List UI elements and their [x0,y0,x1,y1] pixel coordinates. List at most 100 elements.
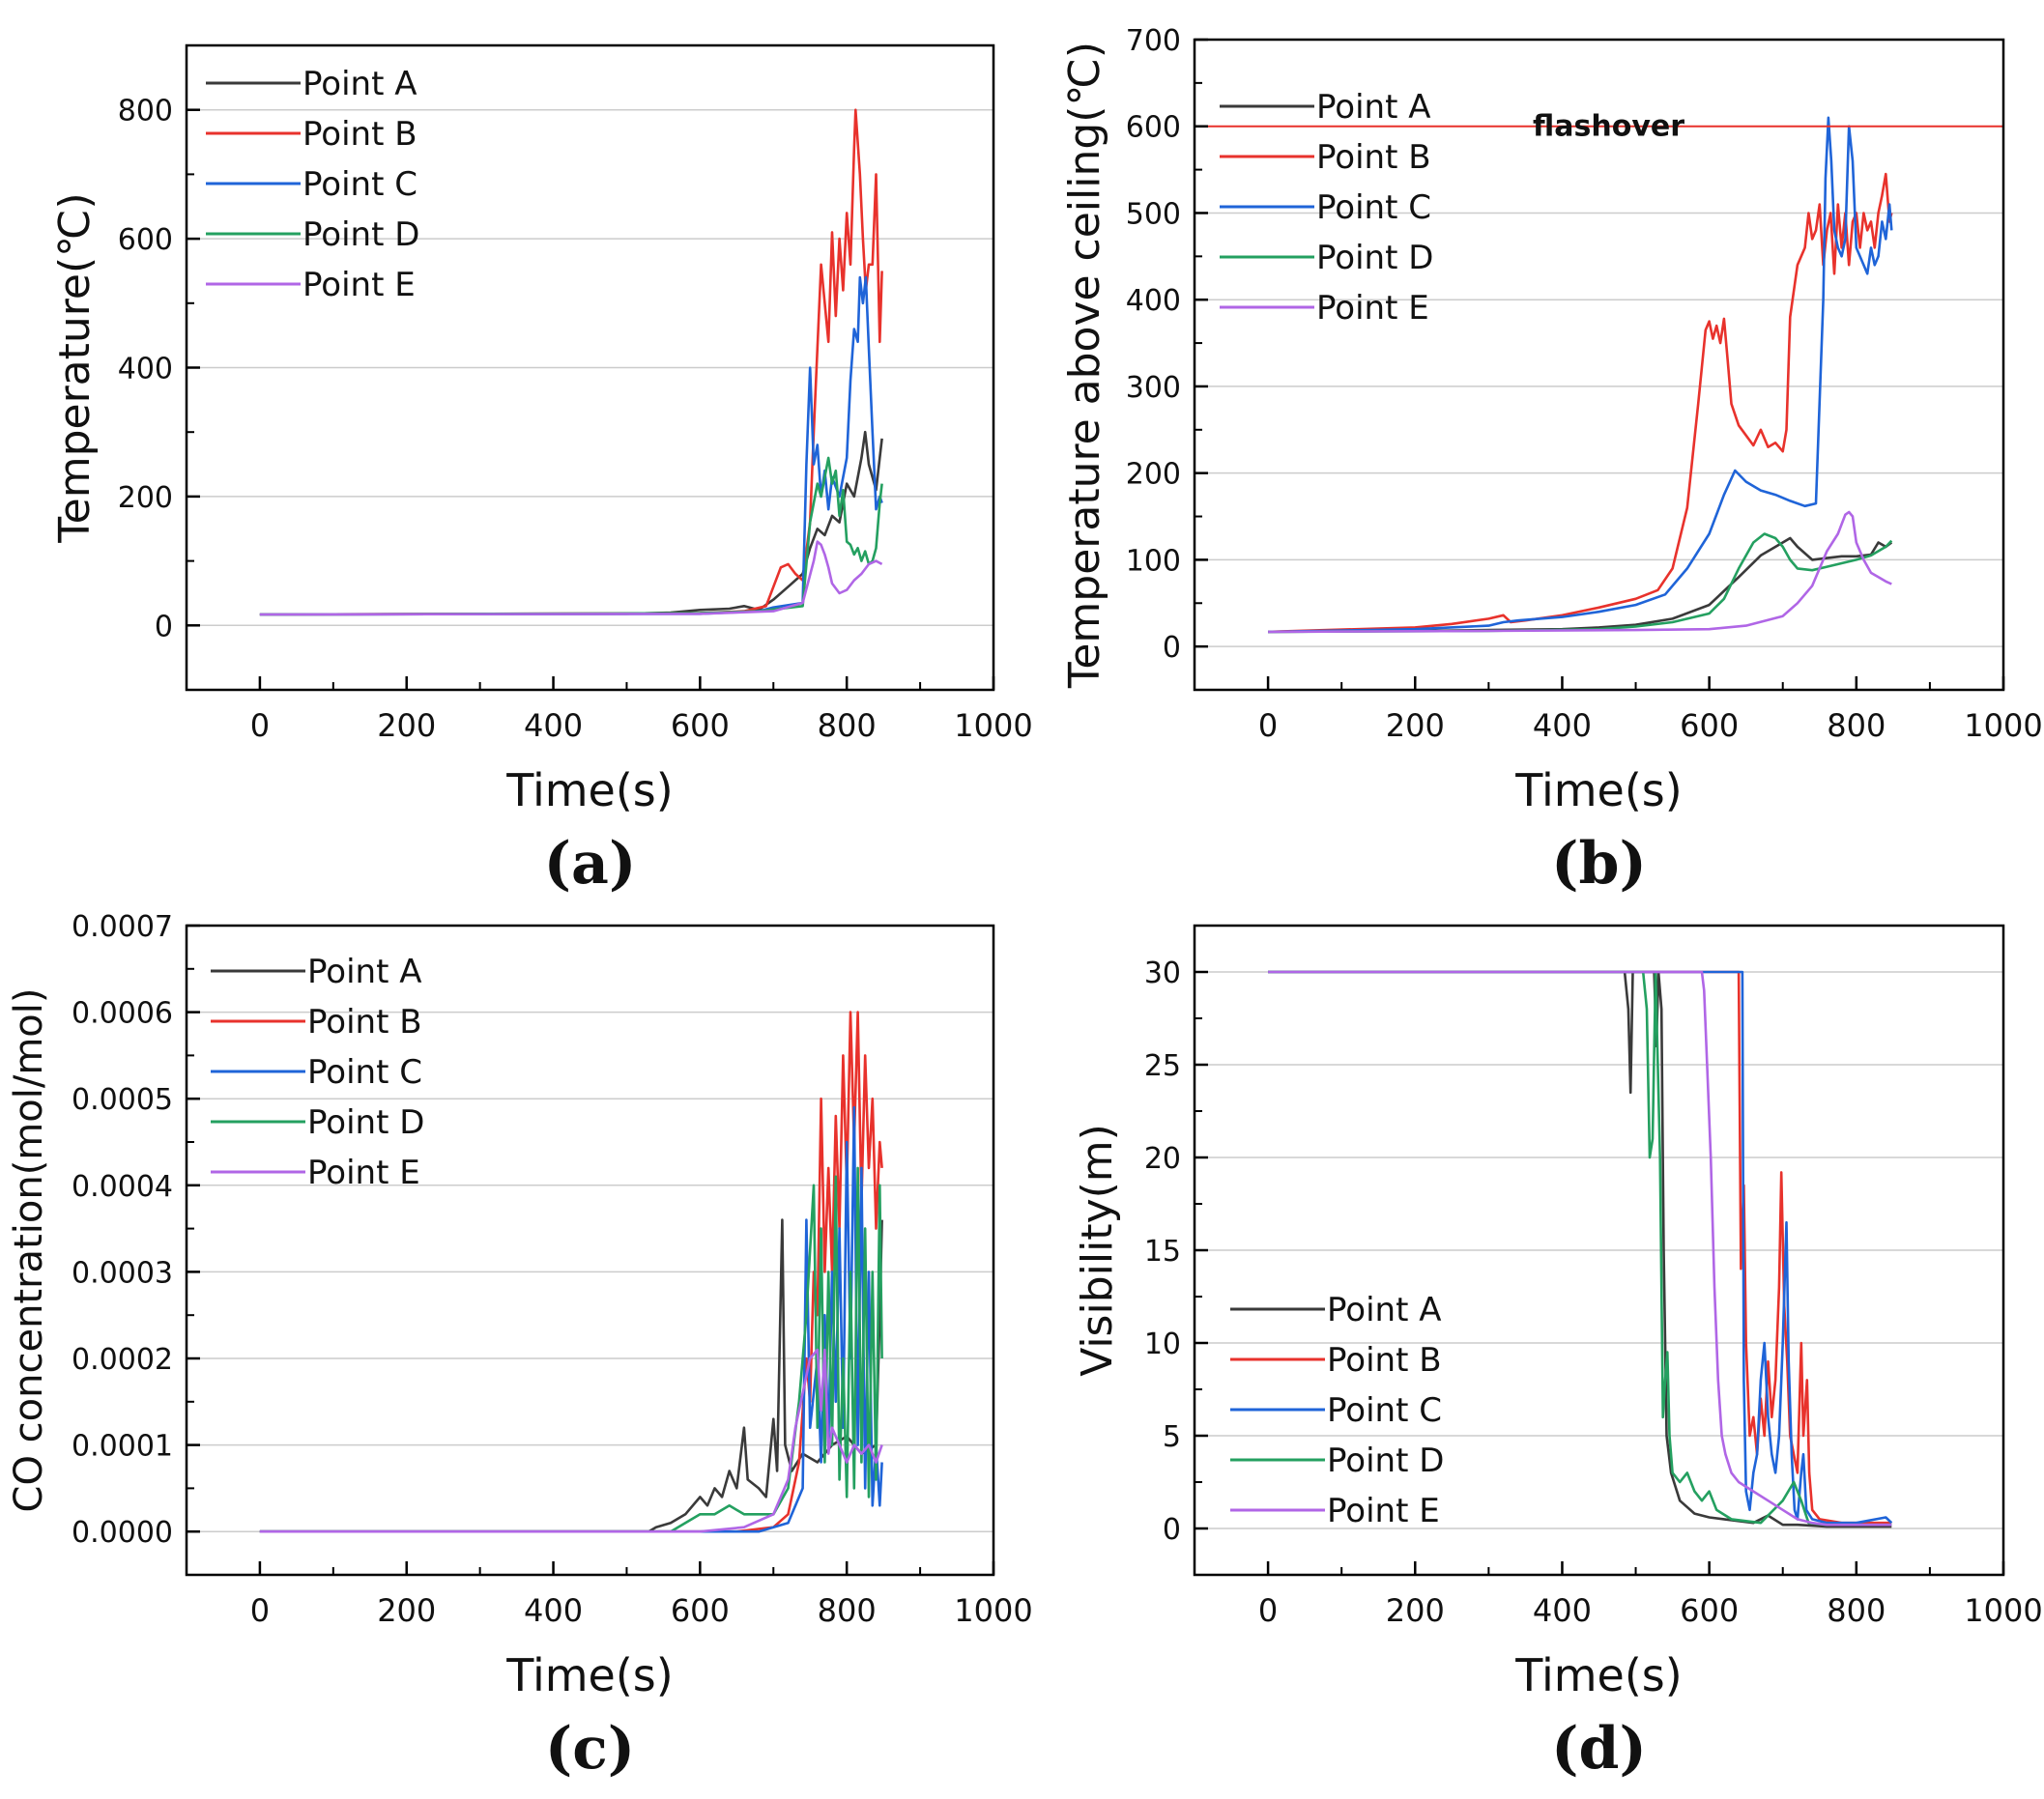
x-tick-label: 1000 [1964,1592,2042,1629]
x-tick-label: 200 [1386,1592,1445,1629]
y-tick-label: 400 [1126,284,1181,318]
x-axis-title: Time(s) [1514,1649,1682,1701]
y-tick-label: 25 [1144,1049,1181,1083]
y-tick-label: 0 [1163,1513,1181,1547]
panel-label: (c) [545,1715,635,1783]
panel-label: (d) [1551,1715,1647,1783]
series-line-point-d [1268,970,1892,1527]
x-tick-label: 400 [1533,1592,1592,1629]
y-tick-label: 0 [155,610,173,643]
series-line-point-b [259,1011,883,1533]
axes-frame [1193,38,2005,692]
legend-label: Point E [302,266,416,304]
y-tick-label: 400 [118,353,173,386]
series-line-point-c [259,275,883,616]
x-tick-label: 800 [1827,1592,1886,1629]
y-tick-label: 800 [118,95,173,128]
series-line-point-c [1268,970,1893,1525]
y-tick-label: 0.0000 [72,1516,173,1550]
x-tick-label: 400 [524,707,583,744]
legend-label: Point D [1327,1442,1444,1480]
y-tick-label: 5 [1163,1420,1181,1454]
series-line-point-e [259,1348,883,1533]
x-tick-label: 200 [1386,707,1445,744]
y-tick-label: 0.0007 [72,910,173,944]
x-tick-label: 600 [1680,707,1739,744]
x-tick-label: 1000 [954,707,1032,744]
legend: Point A Point B Point C Point D Point E [1220,88,1433,328]
y-tick-label: 600 [118,223,173,257]
y-tick-label: 0 [1163,631,1181,665]
legend-label: Point E [1327,1492,1440,1530]
x-tick-label: 800 [818,1592,877,1629]
x-axis-title: Time(s) [1514,764,1682,816]
y-tick-label: 30 [1144,957,1181,990]
legend-label: Point C [1316,188,1431,227]
legend: Point A Point B Point C Point D Point E [1230,1291,1444,1530]
series-line-point-e [1268,970,1892,1527]
x-axis-title: Time(s) [505,1649,673,1701]
y-tick-label: 0.0006 [72,997,173,1031]
y-tick-label: 0.0004 [72,1170,173,1204]
legend-label: Point B [307,1003,422,1042]
series-line-point-e [259,540,883,616]
legend-label: Point A [302,65,417,103]
legend-label: Point C [1327,1391,1442,1430]
legend-label: Point C [302,165,417,204]
x-tick-label: 600 [1680,1592,1739,1629]
y-tick-label: 0.0003 [72,1256,173,1290]
x-tick-label: 600 [671,707,730,744]
legend-label: Point E [1316,289,1429,328]
y-tick-label: 200 [1126,458,1181,492]
x-tick-label: 200 [377,707,436,744]
series-line-point-b [1268,172,1893,634]
legend-label: Point D [1316,239,1433,277]
legend-label: Point B [1316,138,1431,177]
x-tick-label: 0 [250,1592,270,1629]
x-tick-label: 1000 [1964,707,2042,744]
x-tick-label: 200 [377,1592,436,1629]
x-tick-label: 1000 [954,1592,1032,1629]
y-tick-label: 20 [1144,1142,1181,1176]
legend-label: Point A [1316,88,1431,127]
y-tick-label: 15 [1144,1235,1181,1269]
legend-label: Point B [1327,1341,1442,1380]
y-tick-label: 600 [1126,111,1181,145]
y-tick-label: 0.0001 [72,1430,173,1464]
legend-label: Point C [307,1053,422,1092]
series-line-point-b [1268,970,1892,1525]
x-tick-label: 0 [1258,707,1278,744]
x-tick-label: 400 [1533,707,1592,744]
series-line-point-d [1268,532,1893,634]
x-tick-label: 600 [671,1592,730,1629]
series-group-a [259,108,883,616]
y-tick-label: 0.0005 [72,1083,173,1117]
legend-label: Point D [302,215,419,254]
y-tick-label: 200 [118,481,173,515]
axes-frame [185,924,995,1577]
x-tick-label: 800 [1827,707,1886,744]
series-group-b [1268,116,1893,634]
chart-panel-b: flashover 0 200 400 600 800 1000 0 100 200 300 400 5… [1060,24,2043,898]
y-tick-label: 0.0002 [72,1343,173,1377]
legend-label: Point B [302,115,417,154]
chart-panel-a: 0 200 400 600 800 1000 0 200 400 600 800 Time(s) Tem… [50,43,1033,898]
legend-label: Point D [307,1103,424,1142]
legend-label: Point E [307,1154,420,1192]
series-line-point-e [1268,510,1892,634]
series-line-point-c [1268,116,1893,634]
y-tick-label: 500 [1126,197,1181,231]
legend-label: Point A [1327,1291,1442,1329]
panel-label: (b) [1551,830,1647,898]
series-line-point-a [259,430,883,616]
series-line-point-c [259,1105,883,1533]
series-group-c [259,1011,883,1533]
chart-panel-d: 0 200 400 600 800 1000 0 5 10 15 20 25 30 Time(s) Visi… [1073,924,2043,1783]
legend-label: Point A [307,953,422,991]
x-tick-label: 400 [524,1592,583,1629]
y-tick-label: 700 [1126,24,1181,58]
y-tick-label: 300 [1126,371,1181,405]
flashover-label: flashover [1533,110,1684,144]
panel-label: (a) [544,830,637,898]
